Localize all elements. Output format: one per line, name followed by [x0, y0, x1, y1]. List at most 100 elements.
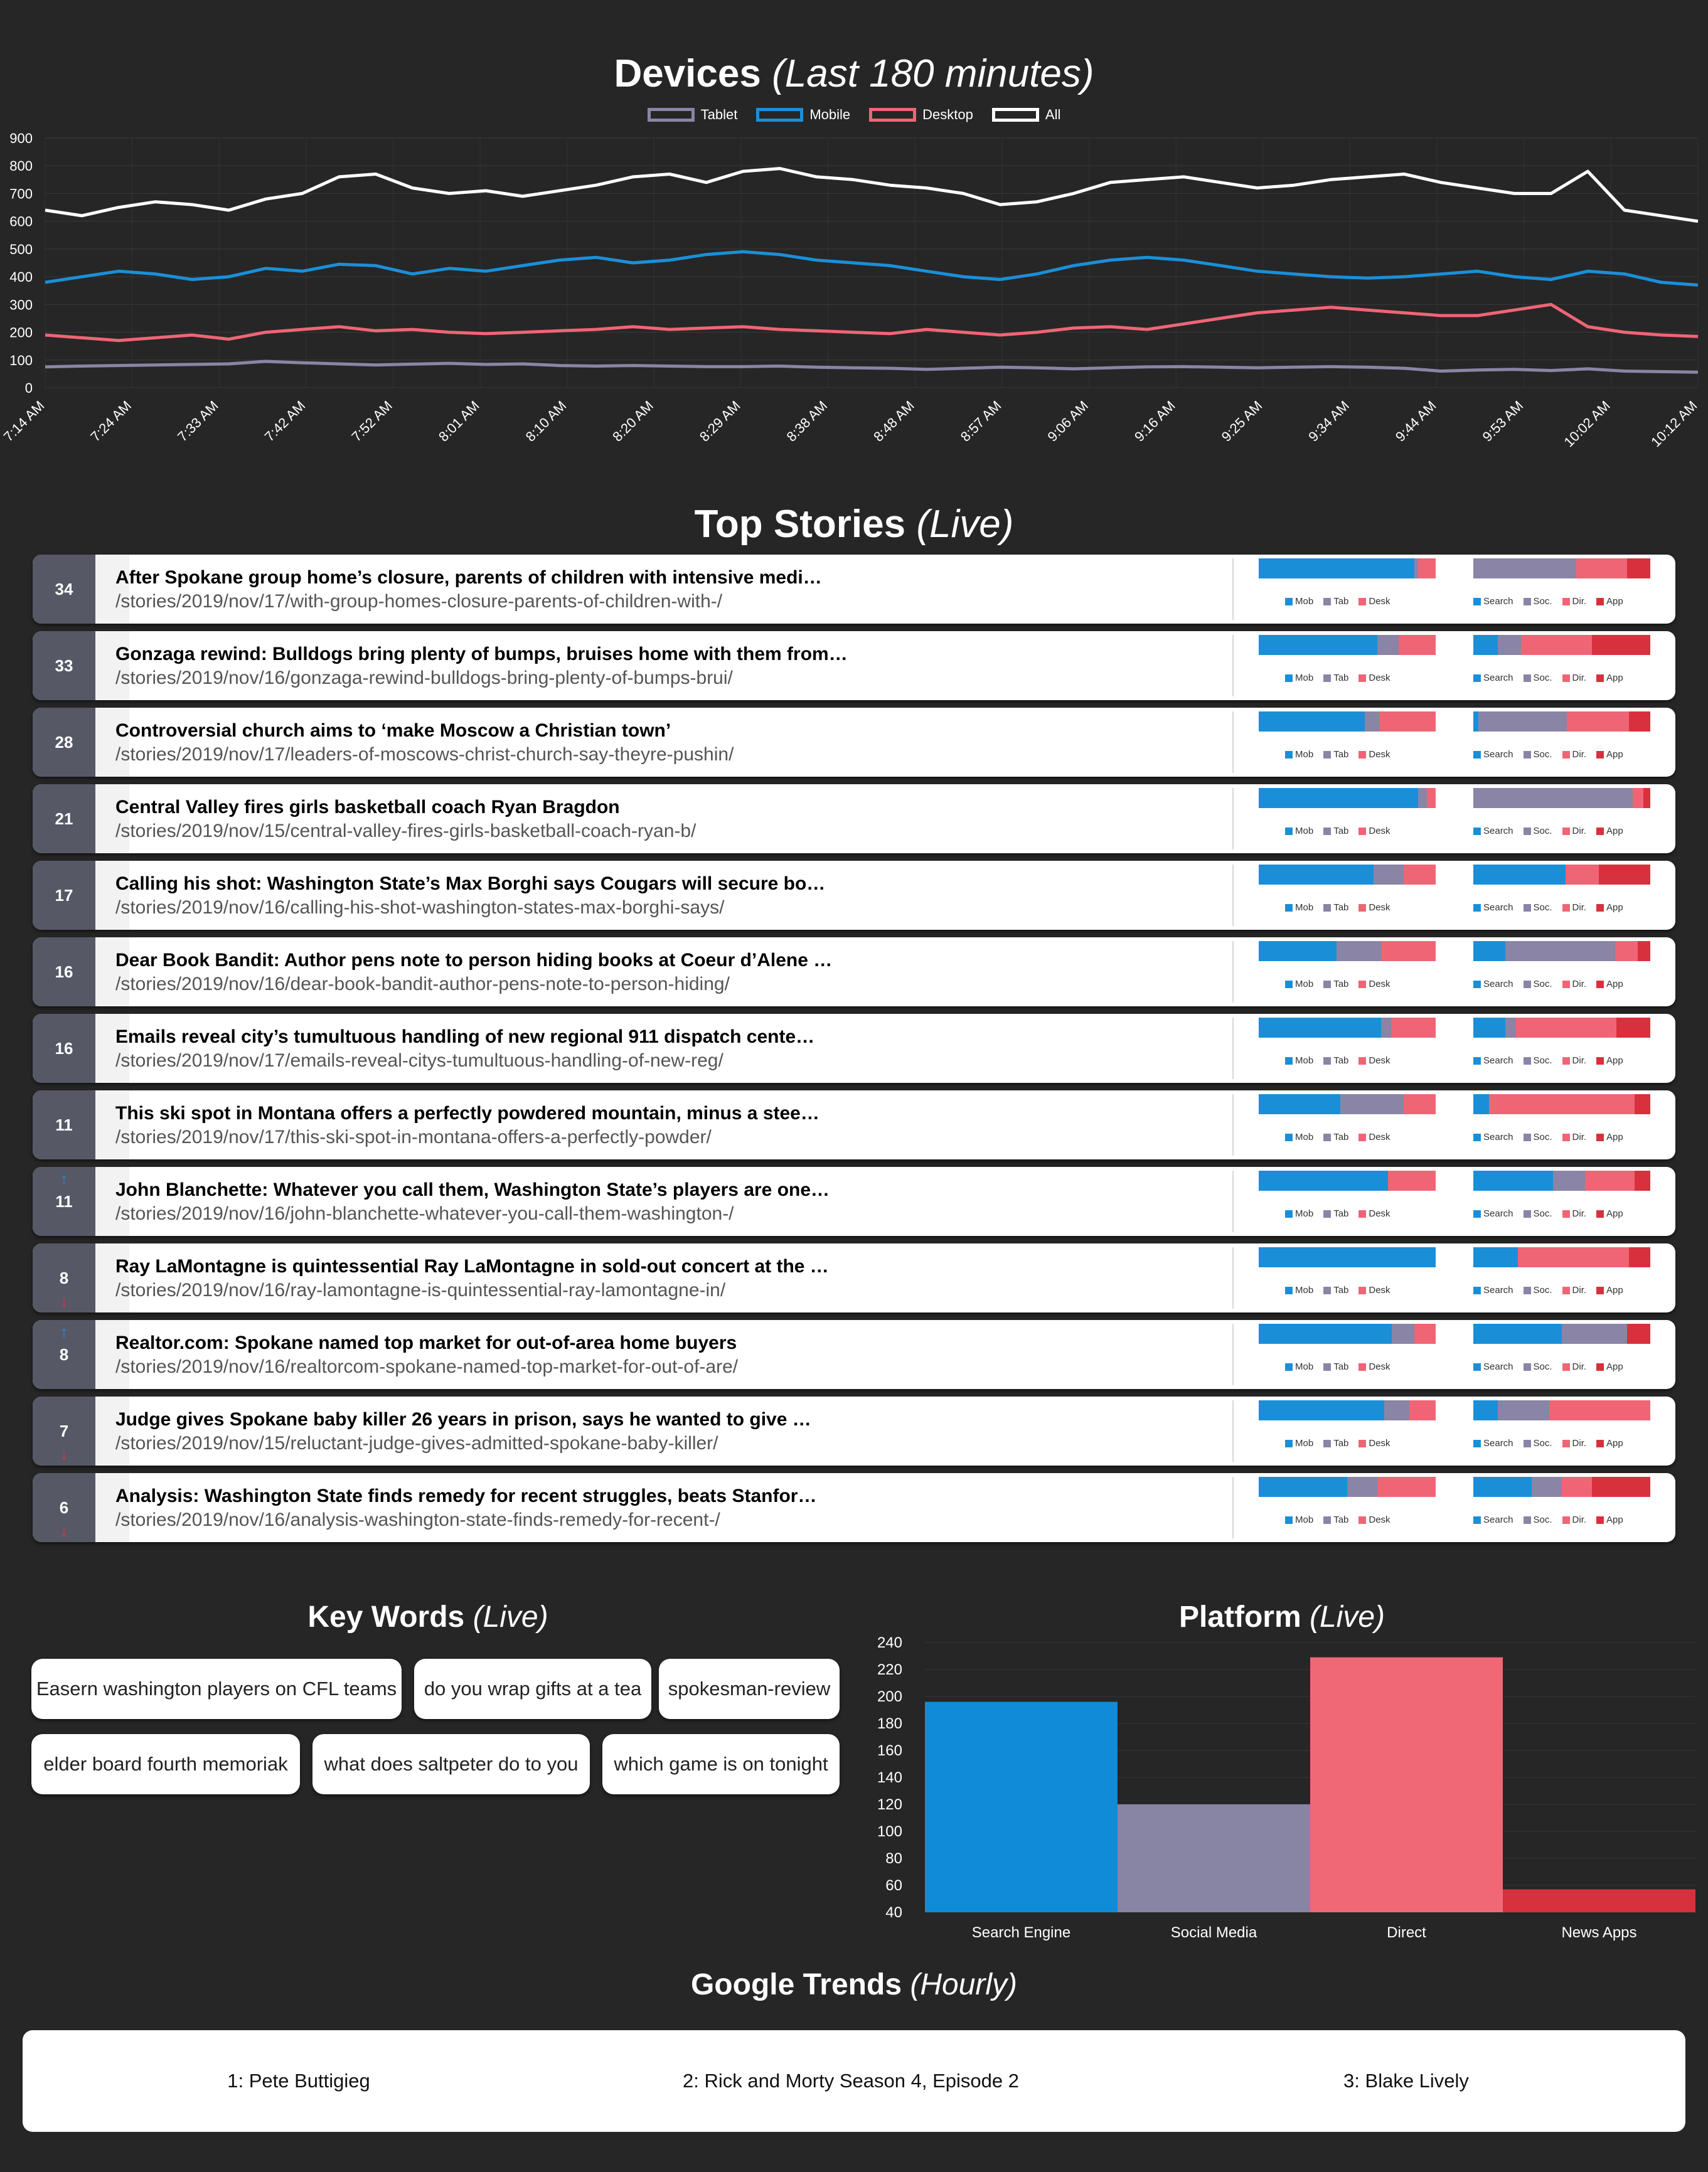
- story-title[interactable]: This ski spot in Montana offers a perfec…: [115, 1103, 819, 1124]
- legend-swatch: [1596, 1057, 1604, 1065]
- story-path[interactable]: /stories/2019/nov/16/gonzaga-rewind-bull…: [115, 668, 733, 688]
- legend-entry: Desk: [1358, 1132, 1390, 1142]
- device-segment-desk: [1391, 1018, 1436, 1038]
- story-row[interactable]: 8 ↑ Realtor.com: Spokane named top market …: [33, 1320, 1675, 1389]
- trend-item[interactable]: 2: Rick and Morty Season 4, Episode 2: [683, 2070, 1019, 2092]
- legend-entry: App: [1596, 1132, 1623, 1142]
- trend-item[interactable]: 3: Blake Lively: [1343, 2070, 1469, 2092]
- column-divider: [1232, 1247, 1234, 1309]
- legend-label: Tab: [1333, 1285, 1349, 1296]
- story-row[interactable]: 33 Gonzaga rewind: Bulldogs bring plenty …: [33, 631, 1675, 700]
- legend-swatch: [1523, 1133, 1531, 1141]
- trend-item[interactable]: 1: Pete Buttigieg: [227, 2070, 370, 2092]
- legend-label: Tab: [1333, 749, 1349, 760]
- source-segment: [1517, 1247, 1630, 1267]
- device-legend: Mob Tab Desk: [1285, 1515, 1390, 1525]
- story-row[interactable]: 21 Central Valley fires girls basketball …: [33, 784, 1675, 853]
- story-path[interactable]: /stories/2019/nov/17/emails-reveal-citys…: [115, 1050, 723, 1071]
- story-title[interactable]: Dear Book Bandit: Author pens note to pe…: [115, 950, 833, 971]
- legend-item-tablet[interactable]: Tablet: [647, 107, 737, 123]
- keyword-chip[interactable]: what does saltpeter do to you: [312, 1734, 590, 1794]
- story-path[interactable]: /stories/2019/nov/15/central-valley-fire…: [115, 821, 697, 841]
- device-share-bar: [1259, 1324, 1436, 1344]
- source-segment: [1627, 558, 1650, 578]
- legend-swatch: [1285, 980, 1293, 988]
- story-path[interactable]: /stories/2019/nov/15/reluctant-judge-giv…: [115, 1433, 718, 1454]
- keyword-chip[interactable]: elder board fourth memoriak: [31, 1734, 300, 1794]
- legend-entry: Dir.: [1562, 673, 1586, 683]
- legend-label: Tab: [1333, 826, 1349, 836]
- story-row[interactable]: 8 ↓ Ray LaMontagne is quintessential Ray L…: [33, 1243, 1675, 1312]
- story-title[interactable]: Analysis: Washington State finds remedy …: [115, 1486, 817, 1506]
- story-path[interactable]: /stories/2019/nov/16/realtorcom-spokane-…: [115, 1356, 739, 1377]
- legend-swatch: [1562, 1286, 1570, 1294]
- column-divider: [1232, 635, 1234, 696]
- legend-entry: Soc.: [1523, 1438, 1552, 1449]
- row-divider: [95, 1090, 129, 1159]
- story-path[interactable]: /stories/2019/nov/16/calling-his-shot-wa…: [115, 897, 725, 918]
- source-segment: [1473, 941, 1505, 961]
- legend-entry: Soc.: [1523, 596, 1552, 607]
- story-title[interactable]: Ray LaMontagne is quintessential Ray LaM…: [115, 1256, 829, 1277]
- story-title[interactable]: Realtor.com: Spokane named top market fo…: [115, 1333, 737, 1353]
- device-segment-mob: [1259, 1018, 1381, 1038]
- legend-label: Search: [1483, 1515, 1513, 1525]
- legend-entry: Soc.: [1523, 1515, 1552, 1525]
- column-divider: [1232, 558, 1234, 620]
- legend-label: Search: [1483, 826, 1513, 836]
- story-path[interactable]: /stories/2019/nov/16/john-blanchette-wha…: [115, 1203, 734, 1224]
- legend-label: Soc.: [1533, 1361, 1552, 1372]
- device-legend: Mob Tab Desk: [1285, 826, 1390, 836]
- story-row[interactable]: 17 Calling his shot: Washington State’s M…: [33, 861, 1675, 930]
- source-share-bar: [1473, 635, 1650, 655]
- keyword-chip[interactable]: spokesman-review: [659, 1659, 840, 1719]
- story-title[interactable]: Judge gives Spokane baby killer 26 years…: [115, 1409, 811, 1430]
- story-row[interactable]: 11 ↑ John Blanchette: Whatever you call th…: [33, 1167, 1675, 1236]
- story-title[interactable]: Central Valley fires girls basketball co…: [115, 797, 620, 817]
- story-title[interactable]: Controversial church aims to ‘make Mosco…: [115, 720, 671, 741]
- legend-entry: Search: [1473, 673, 1513, 683]
- story-path[interactable]: /stories/2019/nov/17/leaders-of-moscows-…: [115, 744, 734, 765]
- story-path[interactable]: /stories/2019/nov/16/ray-lamontagne-is-q…: [115, 1280, 726, 1301]
- legend-item-mobile[interactable]: Mobile: [756, 107, 850, 123]
- source-share-bar: [1473, 788, 1650, 808]
- story-row[interactable]: 11 This ski spot in Montana offers a perf…: [33, 1090, 1675, 1159]
- story-title[interactable]: Calling his shot: Washington State’s Max…: [115, 873, 826, 894]
- device-legend: Mob Tab Desk: [1285, 1438, 1390, 1449]
- story-row[interactable]: 16 Emails reveal city’s tumultuous handli…: [33, 1014, 1675, 1083]
- story-title[interactable]: John Blanchette: Whatever you call them,…: [115, 1179, 830, 1200]
- legend-entry: Dir.: [1562, 596, 1586, 607]
- legend-swatch: [1596, 1439, 1604, 1447]
- story-row[interactable]: 28 Controversial church aims to ‘make Mos…: [33, 708, 1675, 777]
- story-row[interactable]: 7 ↓ Judge gives Spokane baby killer 26 yea…: [33, 1397, 1675, 1466]
- story-path[interactable]: /stories/2019/nov/17/with-group-homes-cl…: [115, 591, 723, 612]
- legend-item-desktop[interactable]: Desktop: [869, 107, 973, 123]
- legend-entry: Desk: [1358, 1361, 1390, 1372]
- keyword-chip[interactable]: which game is on tonight: [602, 1734, 840, 1794]
- legend-label: Dir.: [1572, 979, 1587, 989]
- source-legend: Search Soc. Dir. App: [1473, 1285, 1623, 1296]
- legend-swatch: [1358, 1286, 1367, 1294]
- device-legend: Mob Tab Desk: [1285, 1055, 1390, 1066]
- story-path[interactable]: /stories/2019/nov/17/this-ski-spot-in-mo…: [115, 1127, 712, 1147]
- keyword-chip[interactable]: do you wrap gifts at a tea: [414, 1659, 651, 1719]
- story-row[interactable]: 16 Dear Book Bandit: Author pens note to …: [33, 937, 1675, 1006]
- story-path[interactable]: /stories/2019/nov/16/analysis-washington…: [115, 1509, 720, 1530]
- story-title[interactable]: After Spokane group home’s closure, pare…: [115, 567, 822, 588]
- legend-entry: Dir.: [1562, 1285, 1586, 1296]
- legend-entry: Search: [1473, 1132, 1513, 1142]
- story-path[interactable]: /stories/2019/nov/16/dear-book-bandit-au…: [115, 974, 730, 994]
- series-line-all: [45, 167, 1699, 223]
- story-count: 33: [33, 631, 95, 700]
- legend-entry: Mob: [1285, 749, 1313, 760]
- source-share-bar: [1473, 1171, 1650, 1191]
- row-divider: [95, 708, 129, 777]
- story-row[interactable]: 34 After Spokane group home’s closure, pa…: [33, 555, 1675, 624]
- keyword-chip[interactable]: Easern washington players on CFL teams: [31, 1659, 402, 1719]
- story-title[interactable]: Gonzaga rewind: Bulldogs bring plenty of…: [115, 644, 848, 664]
- legend-swatch: [1473, 903, 1481, 912]
- story-row[interactable]: 6 ↓ Analysis: Washington State finds remed…: [33, 1473, 1675, 1542]
- legend-label: App: [1606, 749, 1623, 760]
- legend-item-all[interactable]: All: [991, 107, 1060, 123]
- story-title[interactable]: Emails reveal city’s tumultuous handling…: [115, 1026, 815, 1047]
